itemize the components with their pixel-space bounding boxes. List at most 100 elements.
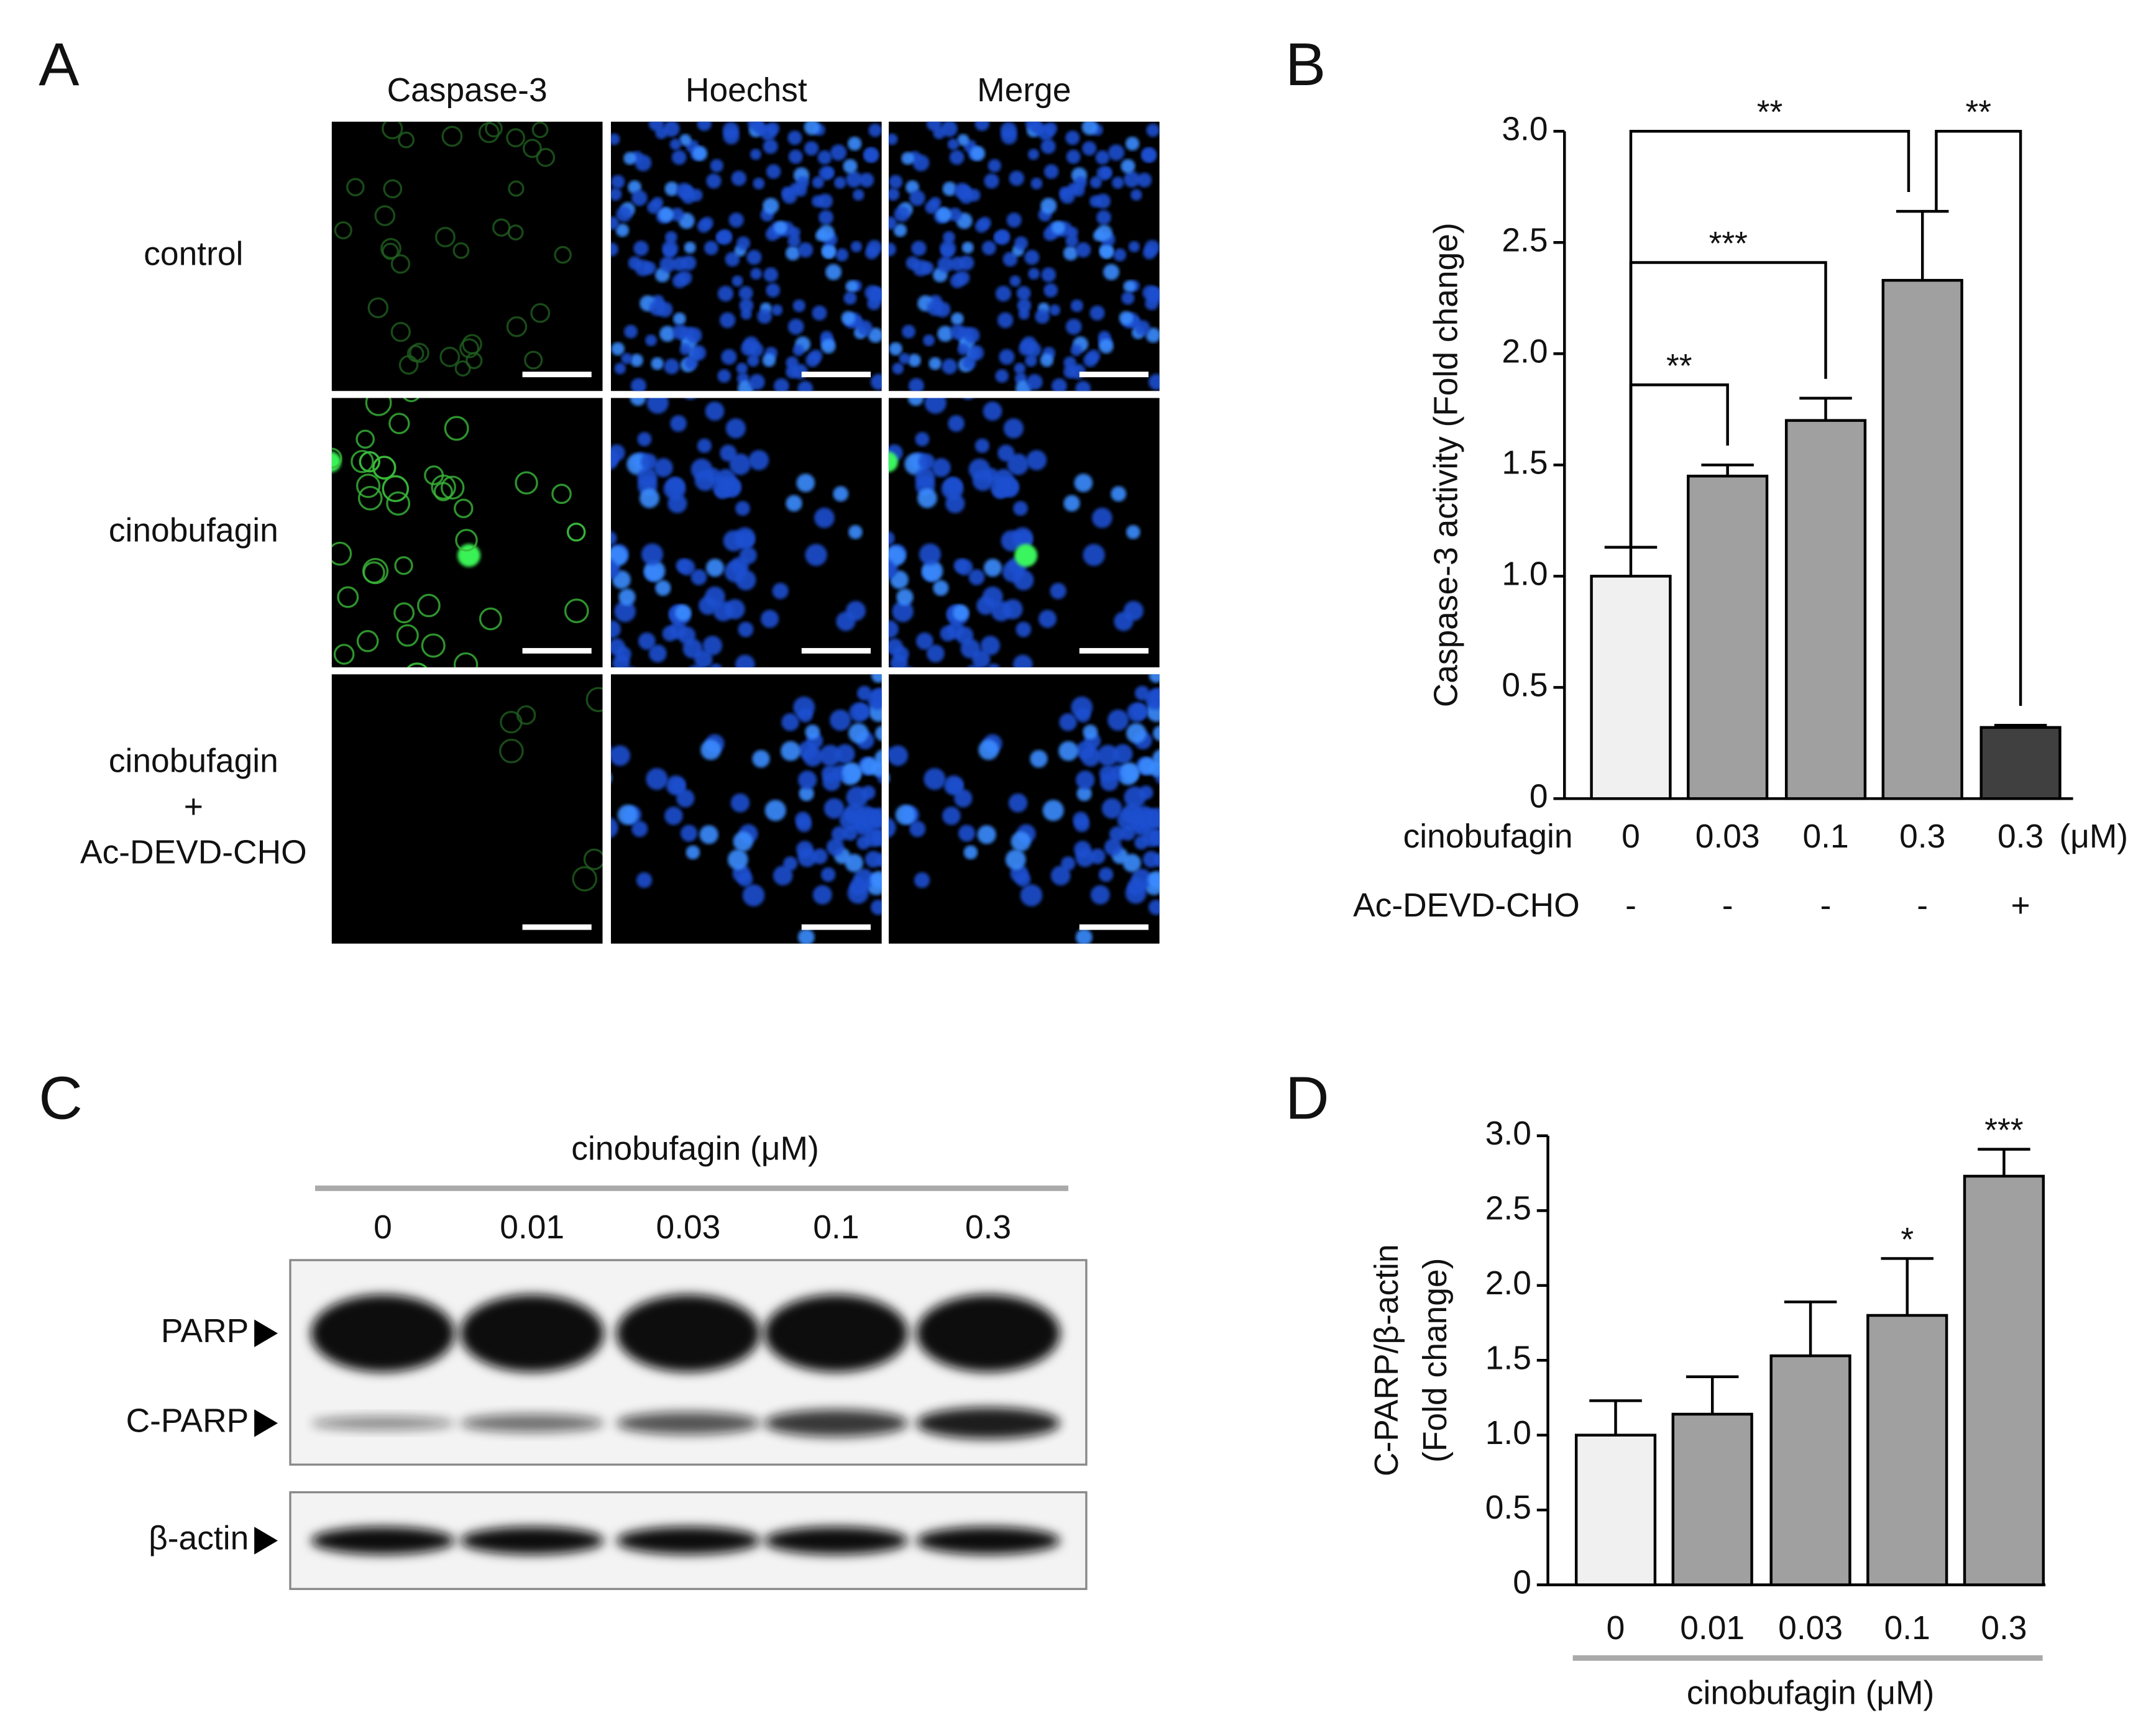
- nucleus: [1204, 705, 1218, 718]
- nucleus: [1006, 213, 1022, 228]
- x-tick-label: 0.01: [1680, 1610, 1745, 1647]
- micrograph-content: [888, 674, 1218, 944]
- nucleus: [618, 588, 636, 606]
- nucleus: [1040, 198, 1057, 214]
- blot-band: [764, 1294, 908, 1373]
- nucleus: [968, 569, 985, 585]
- scale-bar: [1079, 372, 1149, 378]
- nucleus: [725, 252, 740, 267]
- nucleus: [1191, 872, 1212, 892]
- nucleus: [937, 326, 953, 342]
- nucleus: [1149, 762, 1160, 777]
- nucleus: [610, 745, 631, 766]
- nucleus: [733, 831, 753, 852]
- nucleus: [617, 805, 638, 825]
- nucleus: [728, 213, 744, 228]
- nucleus: [1058, 741, 1079, 761]
- nucleus: [1040, 139, 1056, 154]
- blot-band: [311, 1294, 455, 1373]
- y-axis-title: C-PARP/β-actin: [1369, 1244, 1405, 1476]
- row-label: cinobufagin: [109, 512, 278, 549]
- nucleus: [963, 398, 973, 400]
- significance-label: **: [1965, 94, 1991, 131]
- nucleus: [997, 231, 1009, 243]
- nucleus: [968, 188, 981, 202]
- nucleus: [942, 181, 957, 196]
- caspase-signal: [274, 646, 296, 669]
- nucleus: [1142, 246, 1157, 260]
- nucleus: [1149, 829, 1160, 846]
- nucleus: [865, 246, 879, 260]
- nucleus: [1181, 746, 1196, 761]
- x-row-title: cinobufagin: [1403, 818, 1573, 855]
- nucleus: [870, 900, 882, 915]
- micrograph: [610, 121, 882, 391]
- nucleus: [1014, 362, 1025, 375]
- blot-band: [311, 1416, 455, 1430]
- nucleus: [888, 817, 896, 838]
- nucleus: [699, 825, 718, 844]
- nucleus: [1024, 250, 1040, 265]
- nucleus: [924, 398, 947, 414]
- nucleus: [610, 546, 628, 567]
- nucleus: [616, 206, 632, 222]
- caspase-signal: [564, 598, 589, 623]
- nucleus: [949, 150, 965, 165]
- nucleus: [690, 569, 707, 585]
- nucleus: [1026, 374, 1043, 390]
- significance-bracket: [1935, 130, 2022, 706]
- nucleus: [1063, 245, 1078, 261]
- nucleus: [957, 134, 970, 146]
- nucleus: [1083, 724, 1098, 740]
- nucleus: [1108, 144, 1125, 161]
- nucleus: [700, 739, 722, 761]
- nucleus: [920, 261, 934, 275]
- nucleus: [846, 601, 866, 621]
- significance-bracket: [1629, 130, 1911, 547]
- significance-label: ***: [1984, 1112, 2023, 1149]
- micrograph: [610, 674, 882, 944]
- nucleus: [659, 326, 676, 342]
- nucleus: [929, 196, 942, 209]
- nucleus: [663, 245, 676, 258]
- nucleus: [735, 654, 755, 668]
- nucleus: [901, 152, 914, 165]
- caspase-signal: [583, 848, 603, 871]
- nucleus: [1017, 298, 1032, 313]
- nucleus: [1191, 688, 1208, 706]
- nucleus: [720, 444, 737, 462]
- nucleus: [1074, 841, 1091, 858]
- nucleus: [1016, 621, 1032, 638]
- nucleus: [792, 299, 805, 313]
- y-tick-label: 3.0: [1502, 111, 1548, 147]
- nucleus: [611, 175, 625, 189]
- micrograph: [256, 398, 603, 669]
- nucleus: [1095, 150, 1110, 165]
- nucleus: [741, 340, 756, 356]
- nucleus: [895, 805, 916, 825]
- nucleus: [918, 453, 935, 470]
- nucleus: [942, 807, 961, 825]
- nucleus: [1009, 275, 1021, 287]
- nucleus: [1169, 739, 1186, 757]
- nucleus: [888, 774, 890, 782]
- nucleus: [984, 173, 999, 189]
- nucleus: [830, 144, 847, 161]
- caspase-signal: [256, 414, 279, 437]
- x-tick-label: -: [1625, 887, 1636, 924]
- caspase-signal: [439, 347, 461, 367]
- caspase-signal: [572, 866, 597, 892]
- nucleus: [888, 242, 896, 257]
- caspase-signal: [356, 630, 379, 652]
- nucleus: [1075, 380, 1091, 391]
- micrograph: [888, 398, 1160, 668]
- caspase-signal: [388, 413, 410, 434]
- nucleus: [610, 242, 618, 257]
- x-tick-label: +: [2011, 887, 2030, 924]
- caspase-signal: [585, 687, 603, 713]
- nucleus: [710, 159, 723, 173]
- nucleus: [1170, 675, 1185, 690]
- nucleus: [853, 189, 865, 201]
- band-arrow: [254, 1409, 278, 1437]
- nucleus: [963, 327, 980, 344]
